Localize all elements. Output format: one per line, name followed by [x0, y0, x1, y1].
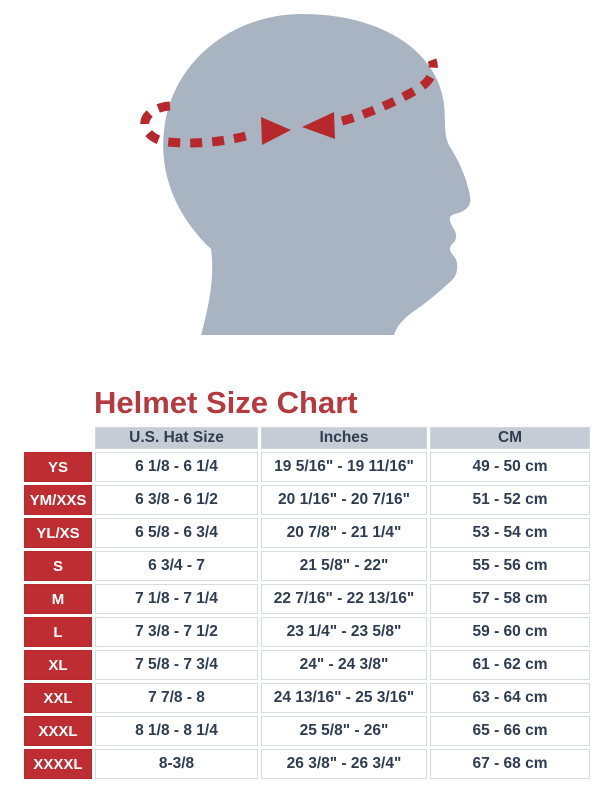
cm-cell: 63 - 64 cm	[430, 683, 590, 713]
table-header-row: U.S. Hat Size Inches CM	[24, 427, 590, 449]
table-row: YM/XXS 6 3/8 - 6 1/2 20 1/16" - 20 7/16" 51…	[24, 485, 590, 515]
head-silhouette-icon	[163, 14, 471, 335]
size-label-cell: S	[24, 551, 92, 581]
size-label-cell: YL/XS	[24, 518, 92, 548]
size-label-cell: YS	[24, 452, 92, 482]
inches-cell: 22 7/16" - 22 13/16"	[261, 584, 427, 614]
size-label-cell: L	[24, 617, 92, 647]
table-row: XXXL 8 1/8 - 8 1/4 25 5/8" - 26" 65 - 66 cm	[24, 716, 590, 746]
size-chart-table: U.S. Hat Size Inches CM YS 6 1/8 - 6 1/4 1…	[21, 424, 593, 782]
header-us-hat-size: U.S. Hat Size	[95, 427, 258, 449]
header-cm: CM	[430, 427, 590, 449]
inches-cell: 19 5/16" - 19 11/16"	[261, 452, 427, 482]
us-hat-size-cell: 6 1/8 - 6 1/4	[95, 452, 258, 482]
inches-cell: 24" - 24 3/8"	[261, 650, 427, 680]
size-label-cell: YM/XXS	[24, 485, 92, 515]
cm-cell: 67 - 68 cm	[430, 749, 590, 779]
measuring-tape-left-dashes	[140, 101, 255, 148]
us-hat-size-cell: 8 1/8 - 8 1/4	[95, 716, 258, 746]
us-hat-size-cell: 7 3/8 - 7 1/2	[95, 617, 258, 647]
table-row: YS 6 1/8 - 6 1/4 19 5/16" - 19 11/16" 49 - …	[24, 452, 590, 482]
inches-cell: 24 13/16" - 25 3/16"	[261, 683, 427, 713]
us-hat-size-cell: 6 3/8 - 6 1/2	[95, 485, 258, 515]
size-label-cell: M	[24, 584, 92, 614]
size-label-cell: XXL	[24, 683, 92, 713]
cm-cell: 57 - 58 cm	[430, 584, 590, 614]
header-empty-cell	[24, 427, 92, 449]
head-measurement-illustration	[140, 14, 471, 335]
cm-cell: 65 - 66 cm	[430, 716, 590, 746]
inches-cell: 20 7/8" - 21 1/4"	[261, 518, 427, 548]
us-hat-size-cell: 6 3/4 - 7	[95, 551, 258, 581]
size-label-cell: XXXL	[24, 716, 92, 746]
inches-cell: 20 1/16" - 20 7/16"	[261, 485, 427, 515]
arrow-left-icon	[302, 112, 335, 139]
cm-cell: 51 - 52 cm	[430, 485, 590, 515]
cm-cell: 59 - 60 cm	[430, 617, 590, 647]
inches-cell: 21 5/8" - 22"	[261, 551, 427, 581]
us-hat-size-cell: 7 5/8 - 7 3/4	[95, 650, 258, 680]
table-row: XXXXL 8-3/8 26 3/8" - 26 3/4" 67 - 68 cm	[24, 749, 590, 779]
size-label-cell: XL	[24, 650, 92, 680]
us-hat-size-cell: 7 7/8 - 8	[95, 683, 258, 713]
cm-cell: 49 - 50 cm	[430, 452, 590, 482]
inches-cell: 25 5/8" - 26"	[261, 716, 427, 746]
us-hat-size-cell: 7 1/8 - 7 1/4	[95, 584, 258, 614]
inches-cell: 26 3/8" - 26 3/4"	[261, 749, 427, 779]
arrow-right-icon	[261, 117, 291, 145]
table-row: YL/XS 6 5/8 - 6 3/4 20 7/8" - 21 1/4" 53 - …	[24, 518, 590, 548]
table-row: XXL 7 7/8 - 8 24 13/16" - 25 3/16" 63 - 64 …	[24, 683, 590, 713]
page-title: Helmet Size Chart	[94, 385, 358, 420]
header-inches: Inches	[261, 427, 427, 449]
size-label-cell: XXXXL	[24, 749, 92, 779]
us-hat-size-cell: 8-3/8	[95, 749, 258, 779]
us-hat-size-cell: 6 5/8 - 6 3/4	[95, 518, 258, 548]
cm-cell: 61 - 62 cm	[430, 650, 590, 680]
cm-cell: 53 - 54 cm	[430, 518, 590, 548]
measuring-tape-right-dashes	[340, 58, 438, 126]
table-row: XL 7 5/8 - 7 3/4 24" - 24 3/8" 61 - 62 cm	[24, 650, 590, 680]
inches-cell: 23 1/4" - 23 5/8"	[261, 617, 427, 647]
cm-cell: 55 - 56 cm	[430, 551, 590, 581]
